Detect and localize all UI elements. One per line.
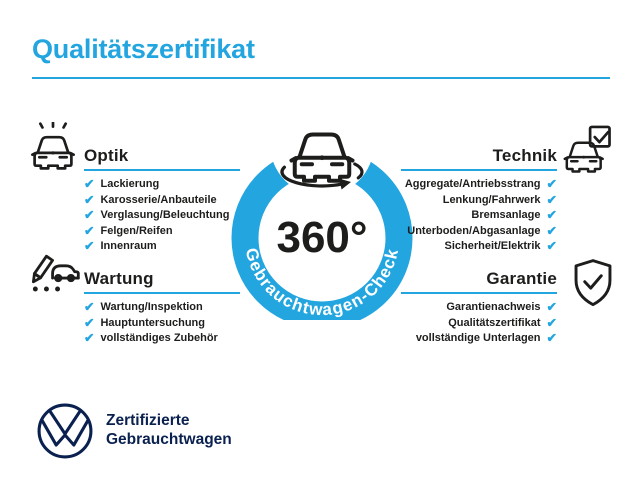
check-item-label: Lackierung [100,178,160,190]
check-list: ✔ Garantienachweis ✔ Qualitätszertifikat ✔ vo… [401,300,557,345]
section-technik-label: Technik [492,146,557,165]
check-list-item: ✔ vollständige Unterlagen [401,331,557,345]
section-rule [84,292,240,294]
check-list: ✔ Lackierung ✔ Karosserie/Anbauteile ✔ Vergla… [84,177,240,253]
check-list-item: ✔ Unterboden/Abgasanlage [401,223,557,238]
check-list-item: ✔ Hauptuntersuchung [84,315,240,330]
check-list-item: ✔ Bremsanlage [401,208,557,222]
check-icon: ✔ [84,331,95,345]
check-list-item: ✔ Qualitätszertifikat [401,315,557,330]
check-list-item: ✔ Karosserie/Anbauteile [84,192,240,207]
section-optik-label: Optik [84,146,129,165]
footer-brand-text: Zertifizierte Gebrauchtwagen [106,411,232,449]
vw-logo [36,402,94,460]
car-check-icon [561,124,615,178]
check-item-label: Aggregate/Antriebsstrang [404,178,541,190]
section-optik: Optik ✔ Lackierung ✔ Karosserie/Anbauteile ✔… [84,146,240,252]
check-list-item: ✔ vollständiges Zubehör [84,331,240,345]
check-list-item: ✔ Innenraum [84,239,240,253]
check-icon: ✔ [84,315,95,330]
section-technik: Technik ✔ Aggregate/Antriebsstrang ✔ Lenkun… [401,146,557,252]
car-shine-icon [26,122,80,176]
check-icon: ✔ [546,208,557,222]
check-list: ✔ Wartung/Inspektion ✔ Hauptuntersuchung ✔ vo… [84,300,240,345]
check-icon: ✔ [84,208,95,222]
check-item-label: vollständiges Zubehör [100,332,218,344]
check-icon: ✔ [546,315,557,330]
check-list-item: ✔ Lackierung [84,177,240,191]
check-item-label: Wartung/Inspektion [100,301,203,313]
section-wartung: Wartung ✔ Wartung/Inspektion ✔ Hauptuntersu… [84,269,240,344]
check-list-item: ✔ Lenkung/Fahrwerk [401,192,557,207]
footer-brand-line2: Gebrauchtwagen [106,431,232,448]
check-item-label: Qualitätszertifikat [448,316,541,329]
check-list-item: ✔ Felgen/Reifen [84,223,240,238]
section-rule [84,169,240,171]
section-rule [401,292,557,294]
check-list-item: ✔ Aggregate/Antriebsstrang [401,177,557,191]
check-list-item: ✔ Wartung/Inspektion [84,300,240,314]
check-list-item: ✔ Sicherheit/Elektrik [401,239,557,253]
service-checklist-icon [25,254,81,310]
check-icon: ✔ [546,177,557,191]
check-icon: ✔ [84,300,95,314]
check-item-label: Bremsanlage [471,209,541,221]
check-item-label: Verglasung/Beleuchtung [100,209,230,221]
check-item-label: Hauptuntersuchung [100,316,205,329]
check-item-label: Sicherheit/Elektrik [444,240,541,252]
check-icon: ✔ [546,331,557,345]
section-wartung-label: Wartung [84,269,154,288]
check-list-item: ✔ Garantienachweis [401,300,557,314]
shield-check-icon [571,257,615,311]
check-item-label: Unterboden/Abgasanlage [407,224,541,237]
footer-brand-line1: Zertifizierte [106,412,190,429]
check-icon: ✔ [84,192,95,207]
check-list: ✔ Aggregate/Antriebsstrang ✔ Lenkung/Fahrwe… [401,177,557,253]
check-icon: ✔ [84,223,95,238]
check-list-item: ✔ Verglasung/Beleuchtung [84,208,240,222]
check-item-label: Garantienachweis [446,301,541,313]
check-item-label: Felgen/Reifen [100,224,173,237]
check-icon: ✔ [546,223,557,238]
degree-label: 360° [276,213,367,262]
center-badge-360: 360° Gebrauchtwagen-Check [231,120,413,320]
check-item-label: Karosserie/Anbauteile [100,193,217,206]
check-icon: ✔ [546,192,557,207]
section-garantie: Garantie ✔ Garantienachweis ✔ Qualitätszert… [401,269,557,344]
check-item-label: vollständige Unterlagen [415,332,541,344]
check-icon: ✔ [84,239,95,253]
check-icon: ✔ [546,239,557,253]
check-icon: ✔ [546,300,557,314]
car-rotate-icon [280,132,364,190]
section-garantie-label: Garantie [486,269,557,288]
check-item-label: Innenraum [100,240,157,252]
check-item-label: Lenkung/Fahrwerk [442,193,541,206]
section-rule [401,169,557,171]
check-icon: ✔ [84,177,95,191]
title-rule [32,77,610,79]
page-title: Qualitätszertifikat [32,34,255,64]
